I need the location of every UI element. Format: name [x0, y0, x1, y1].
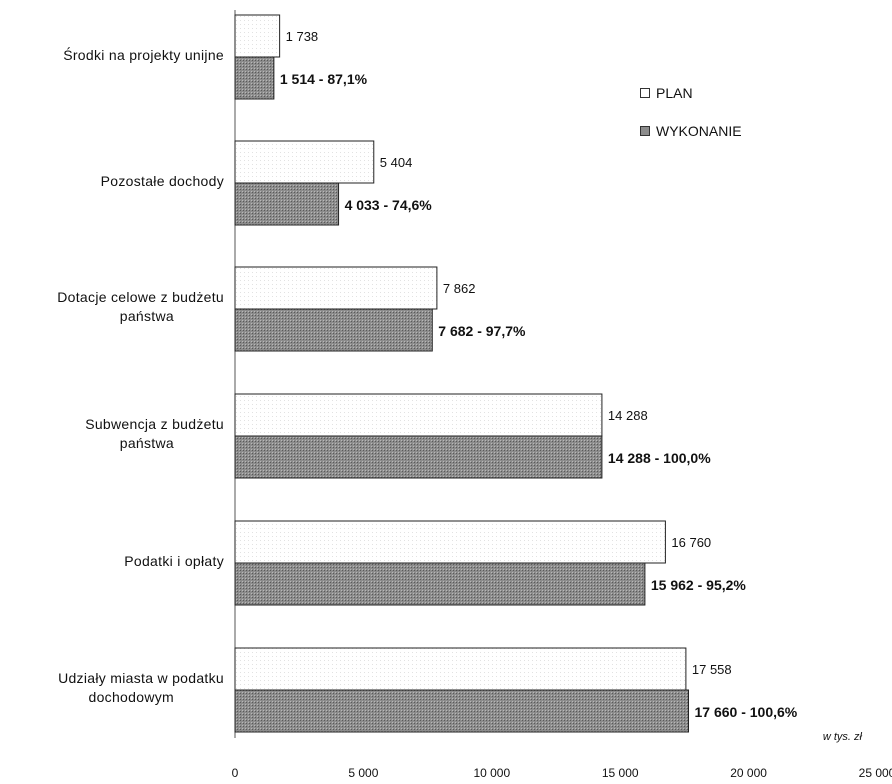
- x-tick-label-3: 15 000: [602, 766, 639, 780]
- category-label-line: państwa: [119, 308, 174, 324]
- category-label-0: Środki na projekty unijne: [4, 46, 224, 65]
- legend: PLAN WYKONANIE: [640, 82, 790, 158]
- category-label-line: Środki na projekty unijne: [63, 46, 224, 63]
- legend-item-wykonanie: WYKONANIE: [640, 120, 790, 142]
- bar-wykonanie-2: [234, 308, 433, 352]
- data-label-wykonanie-4: 15 962 - 95,2%: [651, 577, 747, 593]
- x-tick-label-0: 0: [232, 766, 239, 780]
- bar-plan-5: [234, 647, 687, 691]
- bar-wykonanie-0: [234, 56, 275, 100]
- category-label-line: Podatki i opłaty: [124, 552, 224, 569]
- bar-wykonanie-1: [234, 182, 340, 226]
- legend-swatch-plan: [640, 88, 650, 98]
- category-label-1: Pozostałe dochody: [4, 172, 224, 191]
- bar-plan-4: [234, 520, 666, 564]
- x-tick-label-5: 25 000: [859, 766, 892, 780]
- bar-plan-0: [234, 14, 281, 58]
- legend-label-wykonanie: WYKONANIE: [656, 123, 742, 139]
- x-tick-label-4: 20 000: [730, 766, 767, 780]
- category-label-line: Pozostałe dochody: [100, 172, 224, 189]
- data-label-wykonanie-5: 17 660 - 100,6%: [695, 704, 798, 720]
- x-tick-label-1: 5 000: [348, 766, 378, 780]
- data-label-wykonanie-3: 14 288 - 100,0%: [608, 450, 711, 466]
- data-label-wykonanie-0: 1 514 - 87,1%: [280, 71, 368, 87]
- data-label-plan-5: 17 558: [692, 662, 732, 677]
- bar-wykonanie-3: [234, 435, 603, 479]
- category-label-line: dochodowym: [88, 689, 174, 705]
- data-label-plan-3: 14 288: [608, 408, 648, 423]
- data-label-wykonanie-1: 4 033 - 74,6%: [345, 197, 433, 213]
- category-label-3: Subwencja z budżetu państwa: [4, 415, 224, 453]
- unit-label: w tys. zł: [822, 731, 862, 743]
- bar-wykonanie-5: [234, 689, 690, 733]
- legend-label-plan: PLAN: [656, 85, 693, 101]
- data-label-plan-1: 5 404: [380, 155, 413, 170]
- legend-item-plan: PLAN: [640, 82, 790, 104]
- bar-plan-3: [234, 393, 603, 437]
- x-tick-label-2: 10 000: [473, 766, 510, 780]
- data-label-wykonanie-2: 7 682 - 97,7%: [438, 323, 526, 339]
- data-label-plan-2: 7 862: [443, 281, 476, 296]
- data-label-plan-0: 1 738: [286, 29, 319, 44]
- category-label-line: państwa: [119, 435, 174, 451]
- bar-wykonanie-4: [234, 562, 646, 606]
- bar-plan-1: [234, 140, 375, 184]
- category-label-line: Udziały miasta w podatku: [58, 670, 224, 686]
- data-label-plan-4: 16 760: [671, 535, 711, 550]
- category-label-line: Subwencja z budżetu: [85, 416, 224, 432]
- bar-plan-2: [234, 266, 438, 310]
- category-label-2: Dotacje celowe z budżetu państwa: [4, 288, 224, 326]
- legend-swatch-wykonanie: [640, 126, 650, 136]
- category-label-4: Podatki i opłaty: [4, 552, 224, 571]
- category-label-5: Udziały miasta w podatku dochodowym: [4, 669, 224, 707]
- category-label-line: Dotacje celowe z budżetu: [57, 289, 224, 305]
